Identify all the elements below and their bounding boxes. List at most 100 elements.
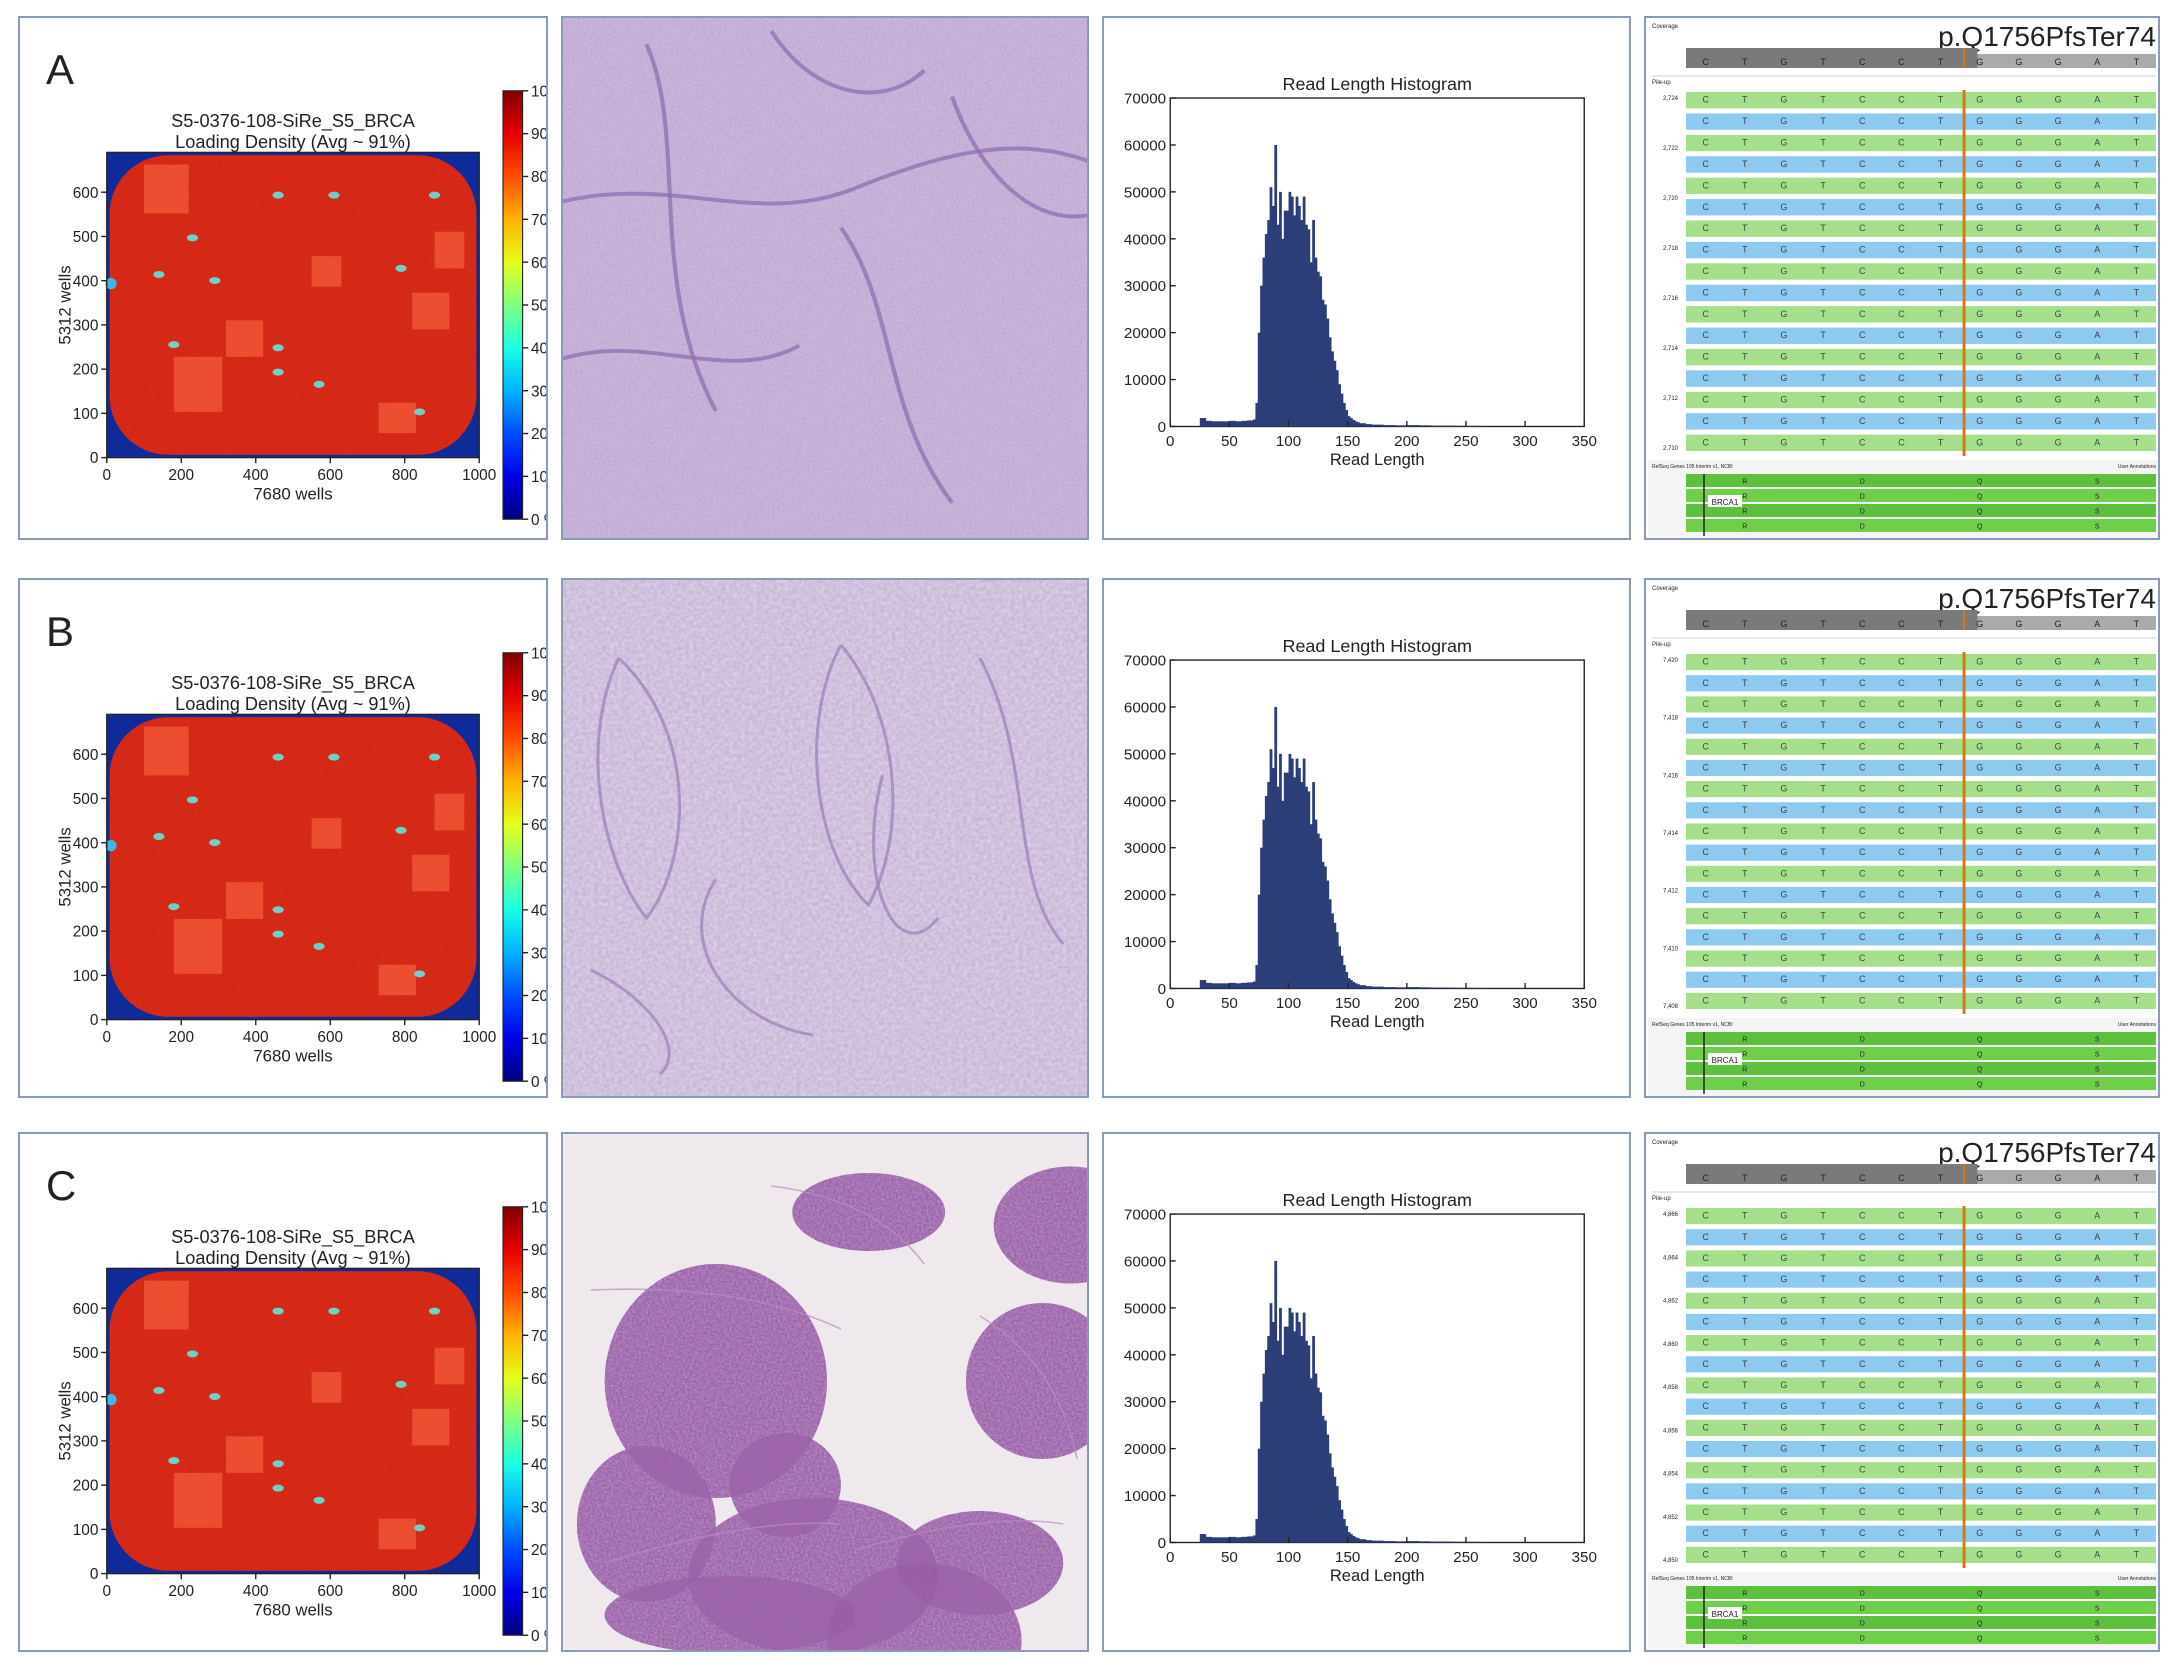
read-base: T [1938,416,1944,426]
read-base: T [2134,911,2140,921]
hist-bar [1345,972,1349,989]
read [1686,717,2156,734]
x-tick-label: 50 [1221,995,1238,1012]
gene-track [1686,474,2156,487]
igv-panel-A: Coverage p.Q1756PfsTer74 C T G T C C T G G G A T Pile-… [1644,16,2160,540]
chip-defect [186,234,199,242]
read-base: G [1780,911,1787,921]
read-base: G [2015,394,2022,404]
read-base: G [2015,678,2022,688]
read-base: G [2015,657,2022,667]
igv-panel-C: Coverage p.Q1756PfsTer74 C T G T C C T G G G A T Pile-… [1644,1132,2160,1652]
read-base: C [1702,1295,1709,1305]
read-base: G [2055,266,2062,276]
coverage-base: G [2015,57,2022,67]
tissue-panel-C-svg [563,1134,1087,1650]
chip-block [412,292,450,330]
chip-block [412,1408,450,1446]
hist-bar [1279,753,1282,989]
gene-track [1686,504,2156,517]
read-base: G [2015,245,2022,255]
read-base: G [2015,826,2022,836]
read-base: T [2134,1316,2140,1326]
y-tick-label: 40000 [1124,793,1166,810]
read-base: C [1702,826,1709,836]
x-tick-label: 100 [1276,1549,1301,1566]
hist-bar [1319,1392,1323,1543]
read-base: T [2134,373,2140,383]
chip-title: S5-0376-108-SiRe_S5_BRCA [171,1227,416,1248]
read-base: A [2094,1380,2100,1390]
read-base: C [1702,1316,1709,1326]
hist-bar [1205,420,1213,427]
hist-bar [1352,1535,1356,1543]
read-base: T [1820,437,1826,447]
read-base: G [2015,741,2022,751]
read-base: C [1898,1507,1905,1517]
read-base: T [1820,180,1826,190]
amino-acid: S [2095,524,2100,531]
mutation-label: p.Q1756PfsTer74 [1938,583,2156,614]
read-base: C [1859,223,1866,233]
colorbar-tick-label: 50 % [531,860,548,877]
amino-acid: Q [1977,1037,1983,1044]
read-base: C [1898,309,1905,319]
hist-bar [1316,1387,1320,1543]
amino-acid: R [1742,524,1747,531]
y-tick-label: 500 [73,1345,99,1362]
y-tick-label: 100 [73,1522,99,1539]
read-base: T [2134,437,2140,447]
hist-bar [1354,421,1358,427]
y-tick-label: 0 [1158,1535,1166,1552]
read-base: C [1898,657,1905,667]
read-base: G [2055,1528,2062,1538]
read-base: G [1780,1232,1787,1242]
chip-defect [428,1307,441,1315]
coverage-label: Coverage [1652,1140,1679,1146]
chip-block [311,818,342,849]
read-base: C [1702,1444,1709,1454]
pileup-label: Pile-up [1652,1196,1671,1202]
hist-bar [1223,1537,1230,1543]
read-base: T [1938,1401,1944,1411]
read-base: T [2134,805,2140,815]
hist-bar [1454,987,1467,989]
hist-bar [1394,987,1408,989]
read-base: G [2055,847,2062,857]
read-base: G [1780,1295,1787,1305]
y-tick-label: 60000 [1124,1253,1166,1270]
read-base: T [1820,741,1826,751]
read-base: C [1898,1444,1905,1454]
colorbar-tick-label: 0 % [531,1628,548,1645]
hist-bar [1211,421,1218,427]
read-base: G [2015,1232,2022,1242]
read-base: T [2134,202,2140,212]
read-base: T [1938,223,1944,233]
read-base: C [1859,911,1866,921]
coverage-base: C [1702,57,1709,67]
hist-bar [1316,271,1320,427]
amino-acid: Q [1977,1591,1983,1598]
hist-bar [1324,866,1327,989]
read-base: T [1820,784,1826,794]
gene-track [1686,1062,2156,1075]
annotation-user: User Annotations [2118,1022,2157,1028]
chip-defect [414,408,426,416]
read-base: G [1976,974,1983,984]
colorbar [502,652,524,1082]
x-tick-label: 200 [168,1583,194,1600]
y-tick-label: 600 [73,1301,99,1318]
read-base: T [1820,95,1826,105]
hist-bar [1300,782,1304,989]
gene-label-box [1708,495,1742,507]
depth-tick: 4,866 [1663,1212,1679,1218]
read-base: T [1820,1380,1826,1390]
coverage-base: A [2094,619,2100,629]
read-base: T [1938,678,1944,688]
read-base: C [1702,1486,1709,1496]
read-base: C [1859,1380,1866,1390]
read-base: T [1820,974,1826,984]
read-base: T [1742,1380,1748,1390]
read-base: T [1820,890,1826,900]
read-base: T [1938,953,1944,963]
